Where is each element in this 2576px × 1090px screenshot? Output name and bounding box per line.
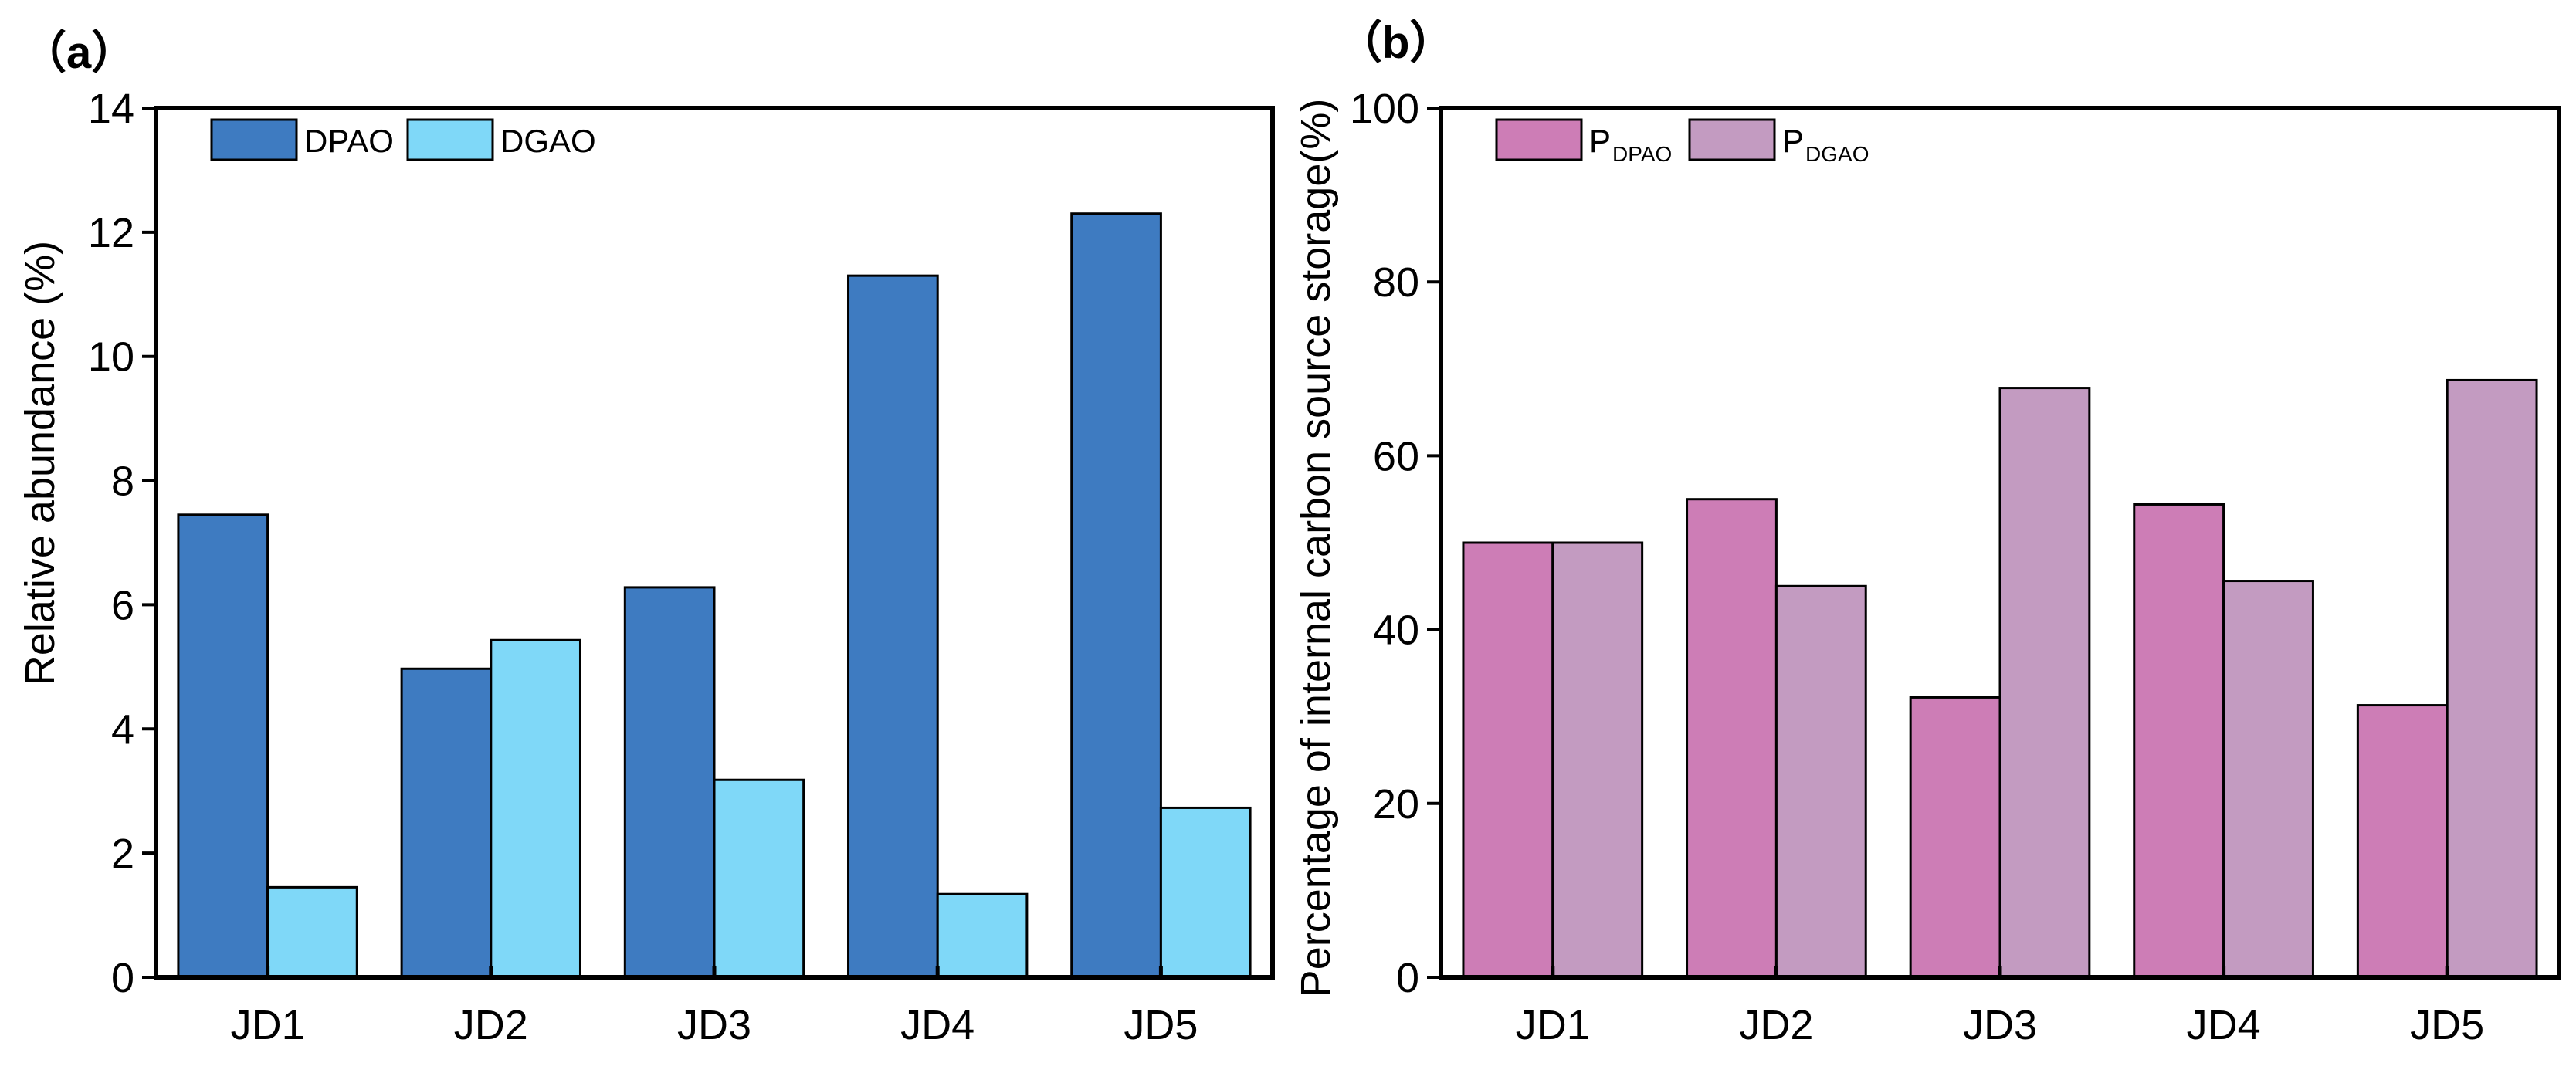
y-tick-label-10: 10	[88, 334, 134, 381]
y-tick-label-14: 14	[88, 86, 134, 132]
legend-label-PDPAO: PDPAO	[1589, 123, 1672, 166]
y-tick-label-0: 0	[1396, 955, 1419, 1001]
bar-PDGAO-JD2	[1774, 584, 1867, 979]
y-tick-label-4: 4	[111, 706, 134, 753]
bar-DPAO-JD2	[400, 667, 493, 979]
bar-DGAO-JD4	[936, 892, 1029, 979]
y-tick-label-20: 20	[1373, 781, 1419, 828]
bar-DPAO-JD4	[847, 274, 939, 979]
x-tick-label-JD4: JD4	[900, 1002, 974, 1048]
y-tick-label-0: 0	[111, 955, 134, 1001]
plot-frame	[1439, 106, 2561, 980]
x-tick-label-JD5: JD5	[2410, 1002, 2484, 1048]
y-axis-title-b: Percentage of internal carbon source sto…	[1293, 99, 1339, 998]
legend-swatch-PDGAO	[1688, 118, 1776, 161]
x-tick-label-JD2: JD2	[454, 1002, 528, 1048]
y-tick-label-40: 40	[1373, 608, 1419, 654]
bar-DPAO-JD3	[623, 586, 716, 979]
y-tick-label-100: 100	[1350, 86, 1419, 132]
y-tick-label-60: 60	[1373, 433, 1419, 479]
panel-b-label: （b）	[1337, 18, 1454, 68]
y-tick-label-2: 2	[111, 831, 134, 877]
x-tick-label-JD3: JD3	[1963, 1002, 2037, 1048]
bar-PDGAO-JD1	[1551, 541, 1644, 979]
x-tick-label-JD5: JD5	[1124, 1002, 1198, 1048]
legend-swatch-DPAO	[210, 118, 298, 161]
y-tick-label-6: 6	[111, 582, 134, 628]
panel-b: （b） Percentage of internal carbon source…	[1293, 18, 2561, 1048]
legend: DPAO DGAO	[210, 118, 596, 161]
bar-DGAO-JD2	[490, 638, 581, 979]
bar-PDGAO-JD3	[1998, 387, 2091, 979]
plot-frame	[154, 106, 1275, 980]
legend-swatch-PDPAO	[1495, 118, 1583, 161]
bar-PDGAO-JD5	[2446, 378, 2538, 979]
x-tick-label-JD3: JD3	[677, 1002, 751, 1048]
bar-DGAO-JD1	[266, 885, 358, 979]
bar-DGAO-JD5	[1159, 806, 1252, 979]
panel-a-label: （a）	[22, 28, 136, 78]
bar-PDPAO-JD2	[1686, 498, 1778, 979]
y-tick-label-12: 12	[88, 210, 134, 256]
legend: PDPAO PDGAO	[1495, 118, 1869, 166]
x-tick-label-JD2: JD2	[1739, 1002, 1813, 1048]
legend-label-PDGAO: PDGAO	[1782, 123, 1869, 166]
bar-DPAO-JD5	[1070, 212, 1162, 979]
legend-swatch-DGAO	[406, 118, 494, 161]
bar-DGAO-JD3	[713, 778, 805, 979]
x-tick-label-JD1: JD1	[231, 1002, 305, 1048]
legend-label-DPAO: DPAO	[304, 123, 394, 159]
y-tick-label-8: 8	[111, 459, 134, 505]
panel-a: （a） Relative abundance (%) JD1 JD2 JD3 JD4 J…	[17, 28, 1275, 1048]
bar-PDPAO-JD3	[1909, 696, 2001, 979]
legend-label-DGAO: DGAO	[500, 123, 596, 159]
y-axis-title-a: Relative abundance (%)	[17, 241, 63, 685]
bar-PDPAO-JD4	[2133, 503, 2225, 979]
bar-PDPAO-JD5	[2356, 704, 2449, 979]
x-tick-label-JD4: JD4	[2187, 1002, 2261, 1048]
bar-PDGAO-JD4	[2222, 580, 2314, 979]
y-tick-label-80: 80	[1373, 259, 1419, 306]
bar-PDPAO-JD1	[1462, 541, 1554, 979]
x-tick-label-JD1: JD1	[1516, 1002, 1590, 1048]
bar-DPAO-JD1	[177, 513, 269, 979]
